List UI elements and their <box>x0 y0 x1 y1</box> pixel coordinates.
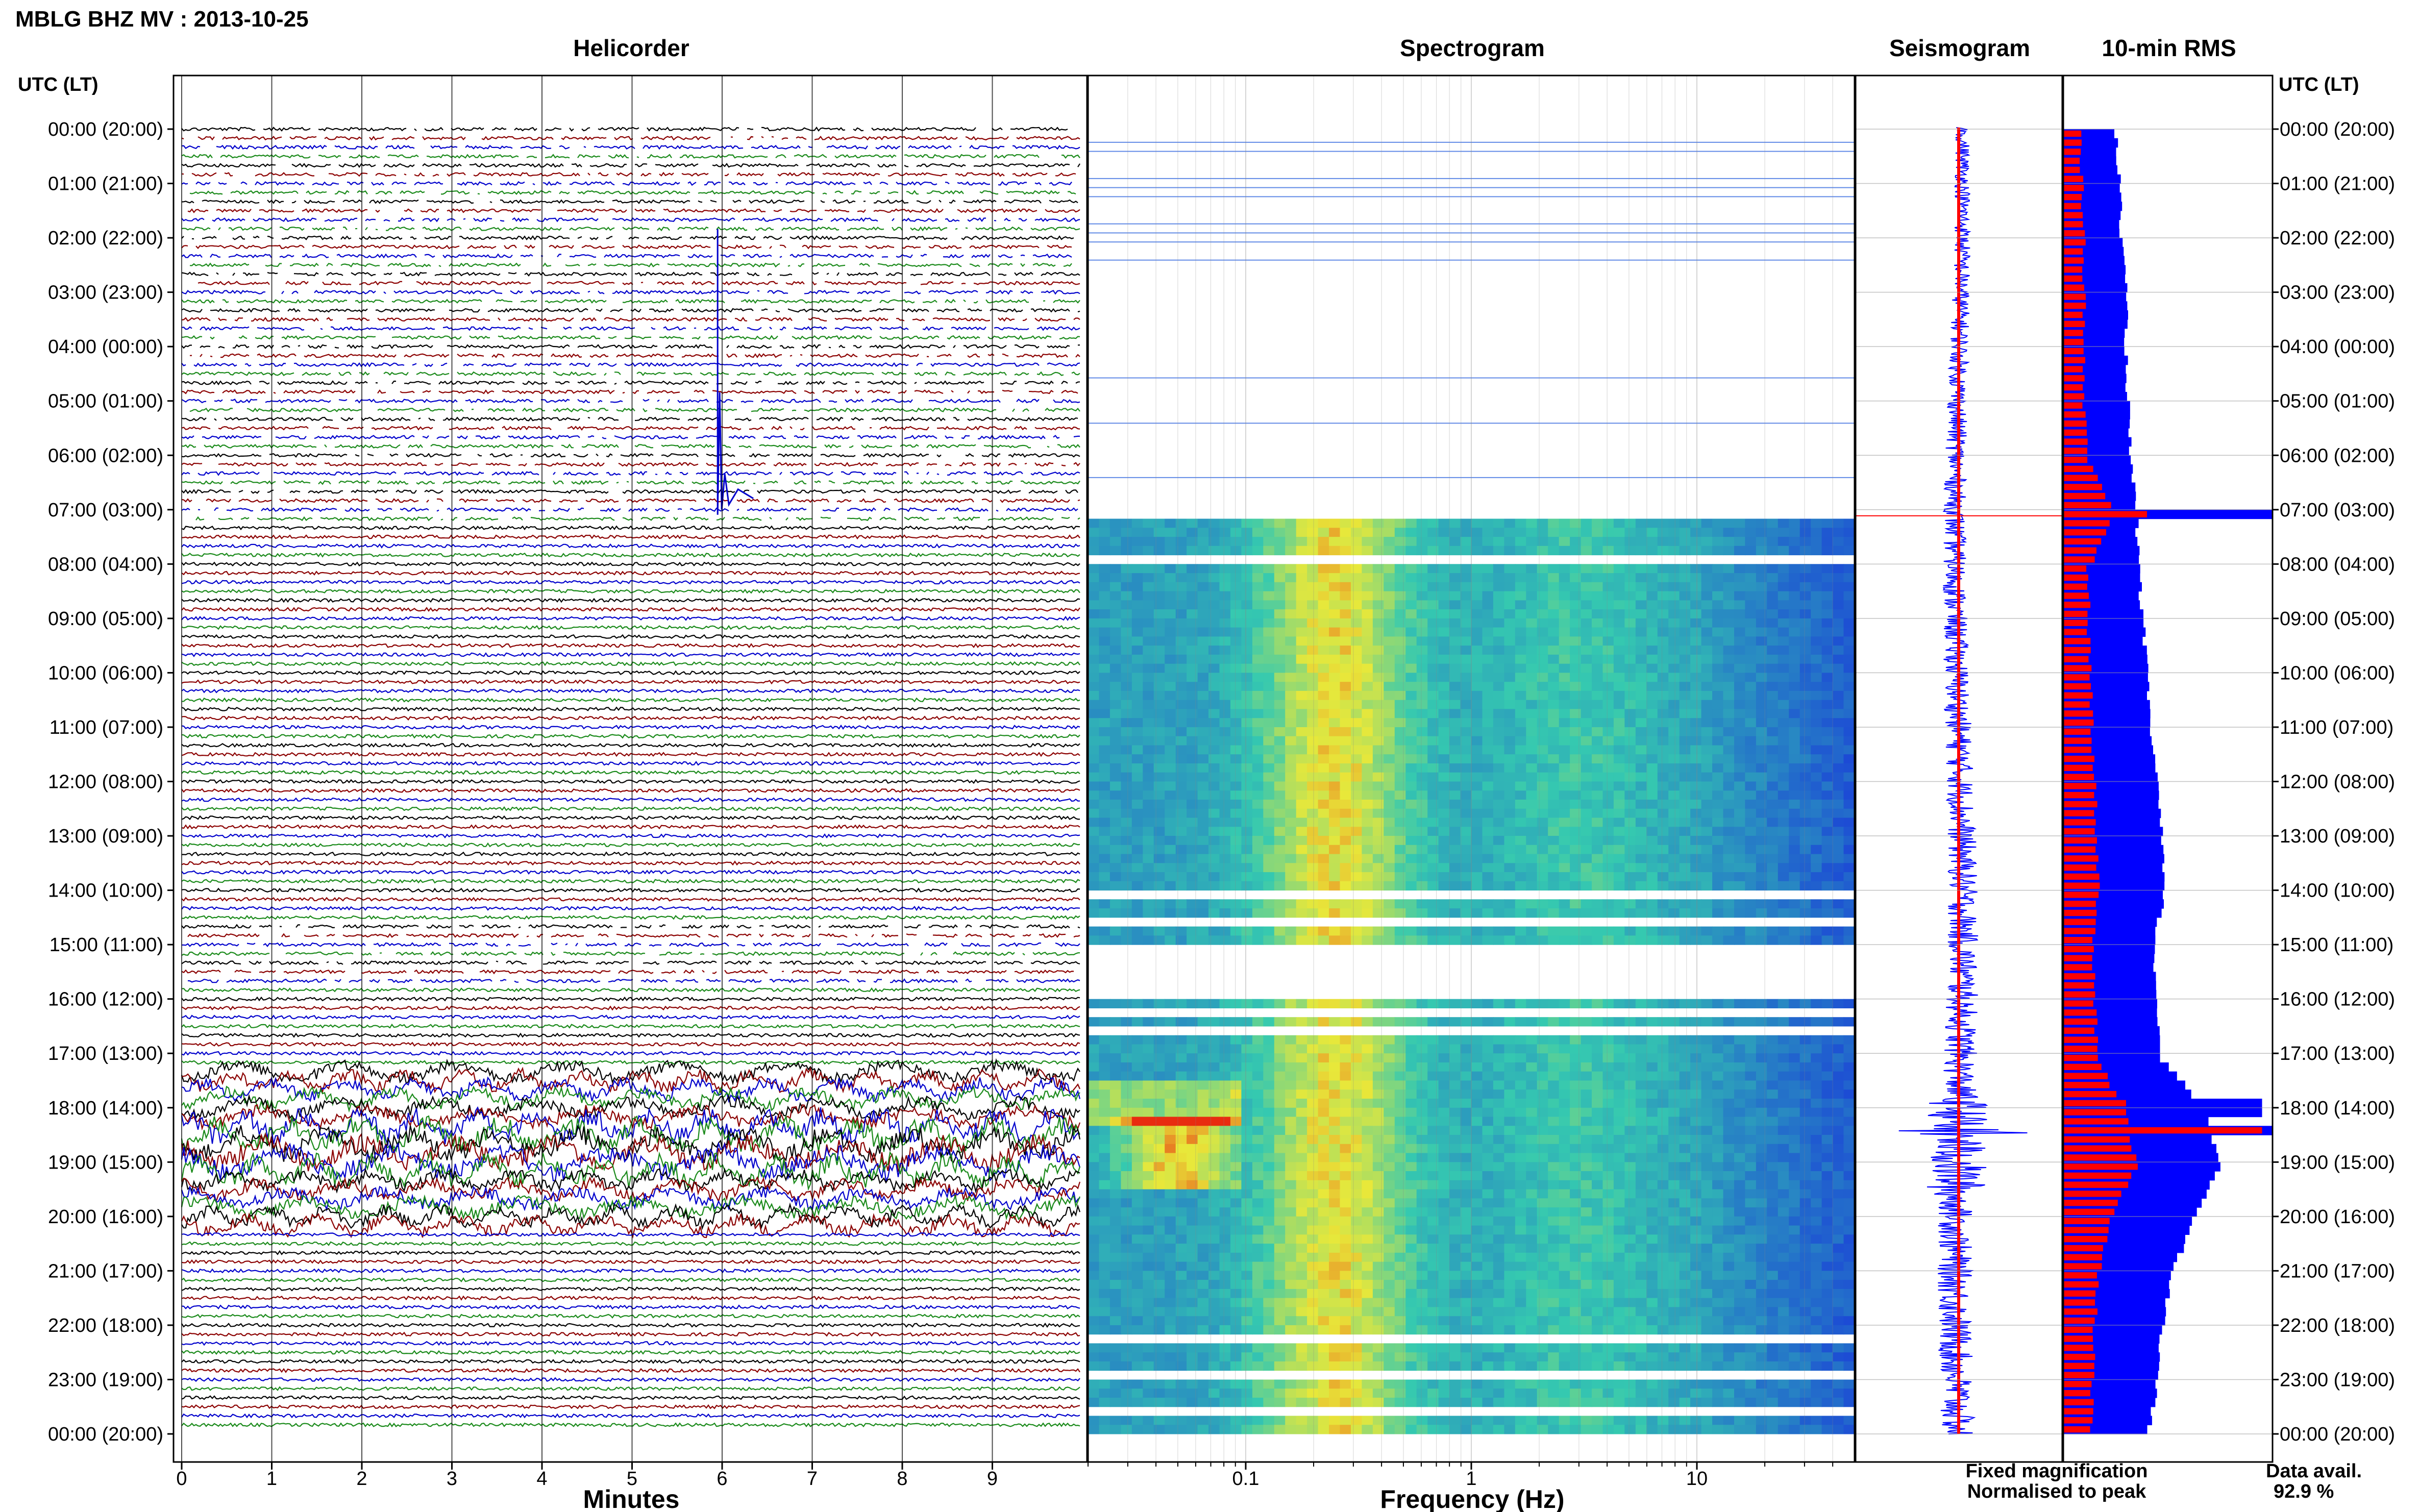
hour-label-left: 02:00 (22:00) <box>48 228 163 249</box>
minutes-tick-label: 7 <box>807 1468 818 1490</box>
helicorder-frame <box>172 75 1088 1463</box>
tz-label-right: UTC (LT) <box>2279 74 2359 95</box>
hour-label-right: 14:00 (10:00) <box>2280 880 2395 902</box>
hour-label-left: 00:00 (20:00) <box>48 1424 163 1445</box>
hour-label-right: 06:00 (02:00) <box>2280 445 2395 466</box>
minutes-tick-label: 0 <box>176 1468 187 1490</box>
hour-label-left: 21:00 (17:00) <box>48 1260 163 1282</box>
hour-label-right: 04:00 (00:00) <box>2280 336 2395 358</box>
hour-label-left: 03:00 (23:00) <box>48 282 163 304</box>
minutes-tick-label: 6 <box>717 1468 727 1490</box>
hour-labels-right: 00:00 (20:00) 01:00 (21:00) 02:00 (22:00) 0… <box>2273 119 2395 1445</box>
hour-label-left: 18:00 (14:00) <box>48 1098 163 1119</box>
spectrogram-image <box>1088 141 1855 1434</box>
hour-label-left: 16:00 (12:00) <box>48 989 163 1010</box>
hour-label-right: 21:00 (17:00) <box>2280 1260 2395 1282</box>
hour-label-right: 05:00 (01:00) <box>2280 391 2395 412</box>
seismogram-frame <box>1855 75 2063 1463</box>
minutes-axis: 0 1 2 3 4 5 6 7 8 9 <box>176 1462 998 1490</box>
data-availability-label: Data avail. <box>2266 1460 2362 1482</box>
hour-label-left: 17:00 (13:00) <box>48 1043 163 1064</box>
legend-normalised-to-peak: Normalised to peak <box>1967 1481 2146 1502</box>
hour-label-right: 23:00 (19:00) <box>2280 1369 2395 1391</box>
panel-title-spectrogram: Spectrogram <box>1400 35 1545 61</box>
data-availability-value: 92.9 % <box>2274 1481 2334 1502</box>
panel-title-seismogram: Seismogram <box>1889 35 2030 61</box>
rms-bars <box>2063 129 2273 1434</box>
grid-lines <box>181 76 2273 1462</box>
hour-label-left: 23:00 (19:00) <box>48 1369 163 1391</box>
minutes-tick-label: 4 <box>536 1468 547 1490</box>
hour-label-right: 22:00 (18:00) <box>2280 1315 2395 1336</box>
hour-label-left: 12:00 (08:00) <box>48 772 163 793</box>
hour-label-right: 11:00 (07:00) <box>2280 717 2393 738</box>
hour-label-right: 09:00 (05:00) <box>2280 608 2395 630</box>
hour-label-right: 12:00 (08:00) <box>2280 772 2395 793</box>
hour-label-left: 04:00 (00:00) <box>48 336 163 358</box>
hour-label-right: 03:00 (23:00) <box>2280 282 2395 304</box>
hour-label-right: 20:00 (16:00) <box>2280 1206 2395 1228</box>
hour-label-left: 00:00 (20:00) <box>48 119 163 140</box>
panel-title-rms: 10-min RMS <box>2102 35 2236 61</box>
minutes-tick-label: 9 <box>987 1468 998 1490</box>
frequency-axis: 0.1 1 10 <box>1088 1462 1834 1490</box>
hour-label-left: 20:00 (16:00) <box>48 1206 163 1228</box>
hour-label-right: 00:00 (20:00) <box>2280 1424 2395 1445</box>
hour-label-left: 06:00 (02:00) <box>48 445 163 466</box>
helicorder-traces <box>182 128 1080 1428</box>
hour-label-right: 00:00 (20:00) <box>2280 119 2395 140</box>
hour-label-left: 09:00 (05:00) <box>48 608 163 630</box>
hour-label-right: 02:00 (22:00) <box>2280 228 2395 249</box>
page-title: MBLG BHZ MV : 2013-10-25 <box>15 7 309 32</box>
frequency-tick-label: 1 <box>1466 1468 1476 1490</box>
hour-label-right: 18:00 (14:00) <box>2280 1098 2395 1119</box>
hour-label-right: 13:00 (09:00) <box>2280 826 2395 847</box>
hour-label-right: 19:00 (15:00) <box>2280 1152 2395 1173</box>
hour-label-right: 17:00 (13:00) <box>2280 1043 2395 1064</box>
minutes-tick-label: 3 <box>447 1468 457 1490</box>
minutes-tick-label: 5 <box>627 1468 637 1490</box>
frequency-axis-label: Frequency (Hz) <box>1380 1485 1564 1512</box>
frequency-tick-label: 0.1 <box>1232 1468 1260 1490</box>
hour-label-left: 11:00 (07:00) <box>50 717 163 738</box>
rms-frame <box>2062 75 2274 1463</box>
hour-label-left: 19:00 (15:00) <box>48 1152 163 1173</box>
hour-label-left: 07:00 (03:00) <box>48 500 163 521</box>
frequency-tick-label: 10 <box>1686 1468 1708 1490</box>
hour-label-left: 10:00 (06:00) <box>48 662 163 684</box>
hour-label-left: 13:00 (09:00) <box>48 826 163 847</box>
minutes-tick-label: 8 <box>897 1468 907 1490</box>
minutes-tick-label: 2 <box>356 1468 367 1490</box>
hour-label-left: 14:00 (10:00) <box>48 880 163 902</box>
hour-label-left: 01:00 (21:00) <box>48 173 163 195</box>
hour-label-right: 08:00 (04:00) <box>2280 554 2395 575</box>
hour-label-left: 15:00 (11:00) <box>50 934 163 956</box>
hour-label-right: 10:00 (06:00) <box>2280 662 2395 684</box>
hour-label-left: 08:00 (04:00) <box>48 554 163 575</box>
hour-label-right: 16:00 (12:00) <box>2280 989 2395 1010</box>
hour-label-right: 15:00 (11:00) <box>2280 934 2393 956</box>
hour-label-right: 07:00 (03:00) <box>2280 500 2395 521</box>
panel-title-helicorder: Helicorder <box>573 35 689 61</box>
minutes-axis-label: Minutes <box>583 1485 680 1512</box>
tz-label-left: UTC (LT) <box>18 74 98 95</box>
hour-label-right: 01:00 (21:00) <box>2280 173 2395 195</box>
minutes-tick-label: 1 <box>266 1468 277 1490</box>
hour-label-left: 22:00 (18:00) <box>48 1315 163 1336</box>
hour-label-left: 05:00 (01:00) <box>48 391 163 412</box>
hour-labels-left: 00:00 (20:00) 01:00 (21:00) 02:00 (22:00) 0… <box>48 119 174 1445</box>
legend-fixed-magnification: Fixed magnification <box>1966 1460 2148 1482</box>
